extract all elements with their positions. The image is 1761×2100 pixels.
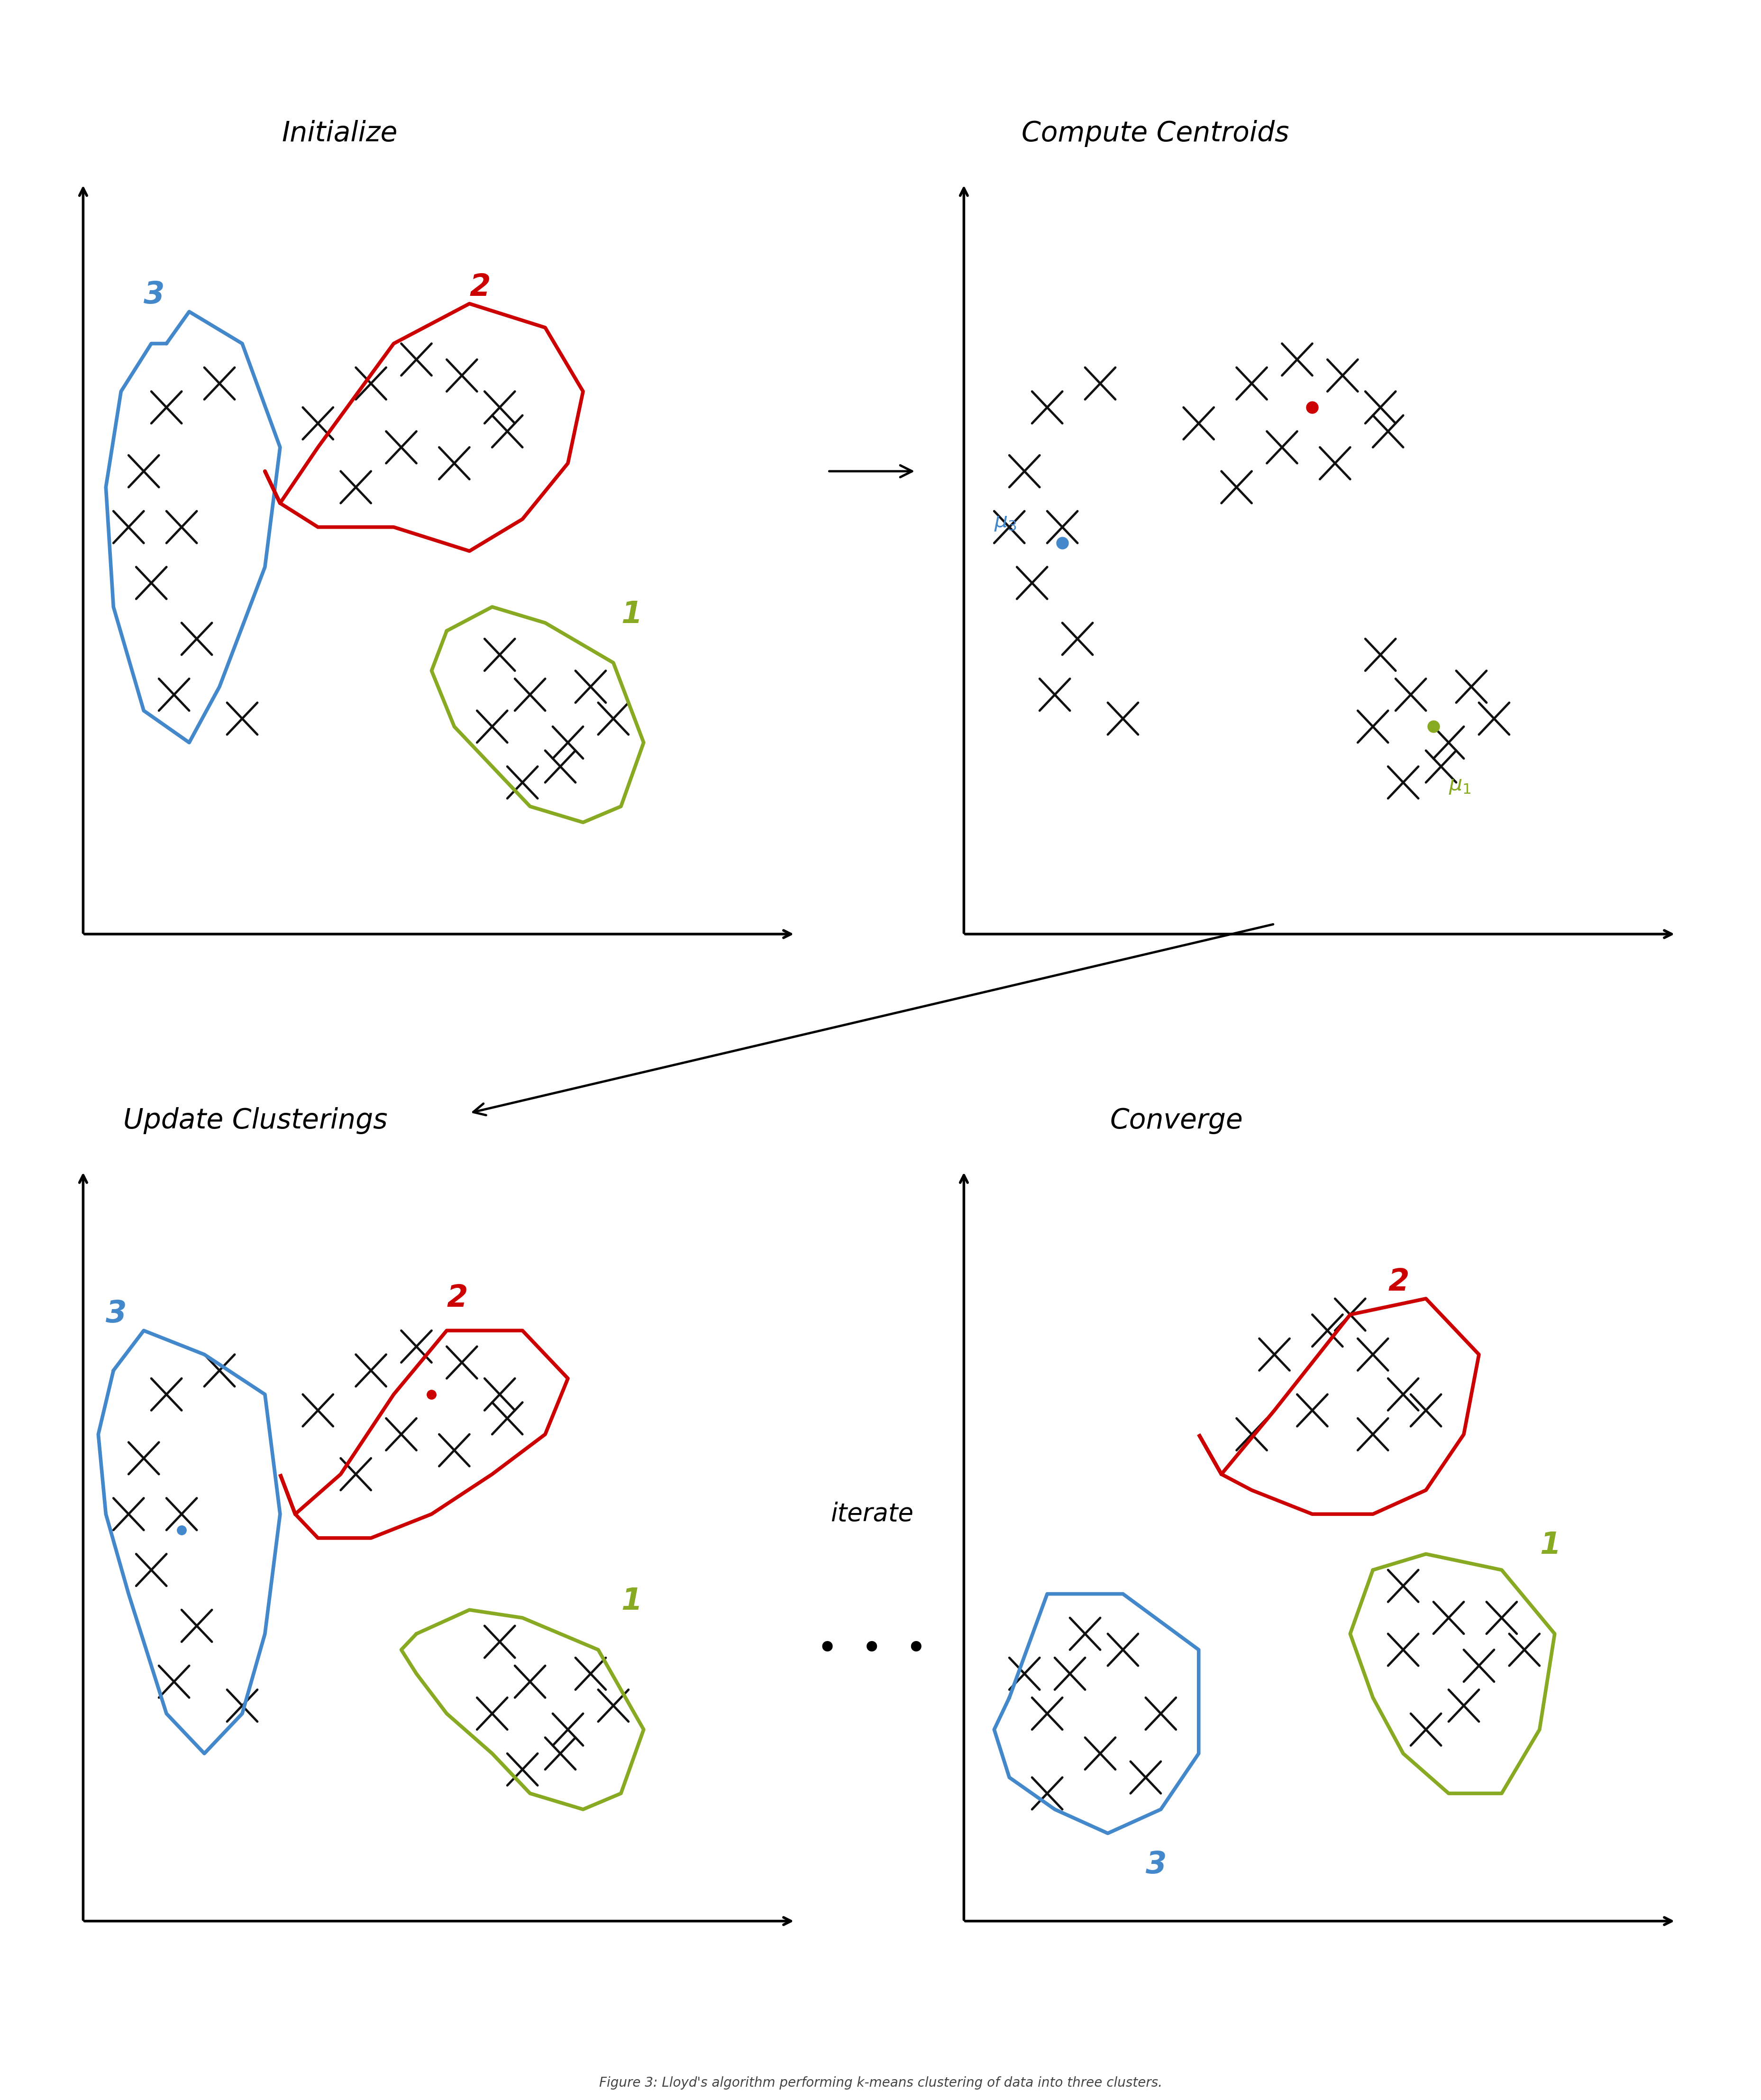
Text: Initialize: Initialize bbox=[282, 120, 398, 147]
Text: 2: 2 bbox=[447, 1283, 468, 1312]
Text: iterate: iterate bbox=[829, 1501, 914, 1527]
Text: $\mu_3$: $\mu_3$ bbox=[993, 512, 1016, 531]
Text: 3: 3 bbox=[106, 1300, 127, 1329]
Text: 1: 1 bbox=[620, 601, 641, 630]
Text: Update Clusterings: Update Clusterings bbox=[123, 1107, 387, 1134]
Text: 3: 3 bbox=[144, 281, 166, 311]
Text: Figure 3: Lloyd's algorithm performing k-means clustering of data into three clu: Figure 3: Lloyd's algorithm performing k… bbox=[599, 2077, 1162, 2089]
Text: 1: 1 bbox=[1539, 1531, 1560, 1560]
Text: 3: 3 bbox=[1145, 1850, 1166, 1880]
Text: 2: 2 bbox=[1388, 1268, 1409, 1298]
Text: Converge: Converge bbox=[1109, 1107, 1243, 1134]
Text: Compute Centroids: Compute Centroids bbox=[1021, 120, 1289, 147]
Text: •  •  •: • • • bbox=[817, 1632, 926, 1667]
Text: 2: 2 bbox=[468, 273, 490, 302]
Text: 1: 1 bbox=[620, 1588, 641, 1617]
Text: $\mu_1$: $\mu_1$ bbox=[1448, 775, 1470, 796]
